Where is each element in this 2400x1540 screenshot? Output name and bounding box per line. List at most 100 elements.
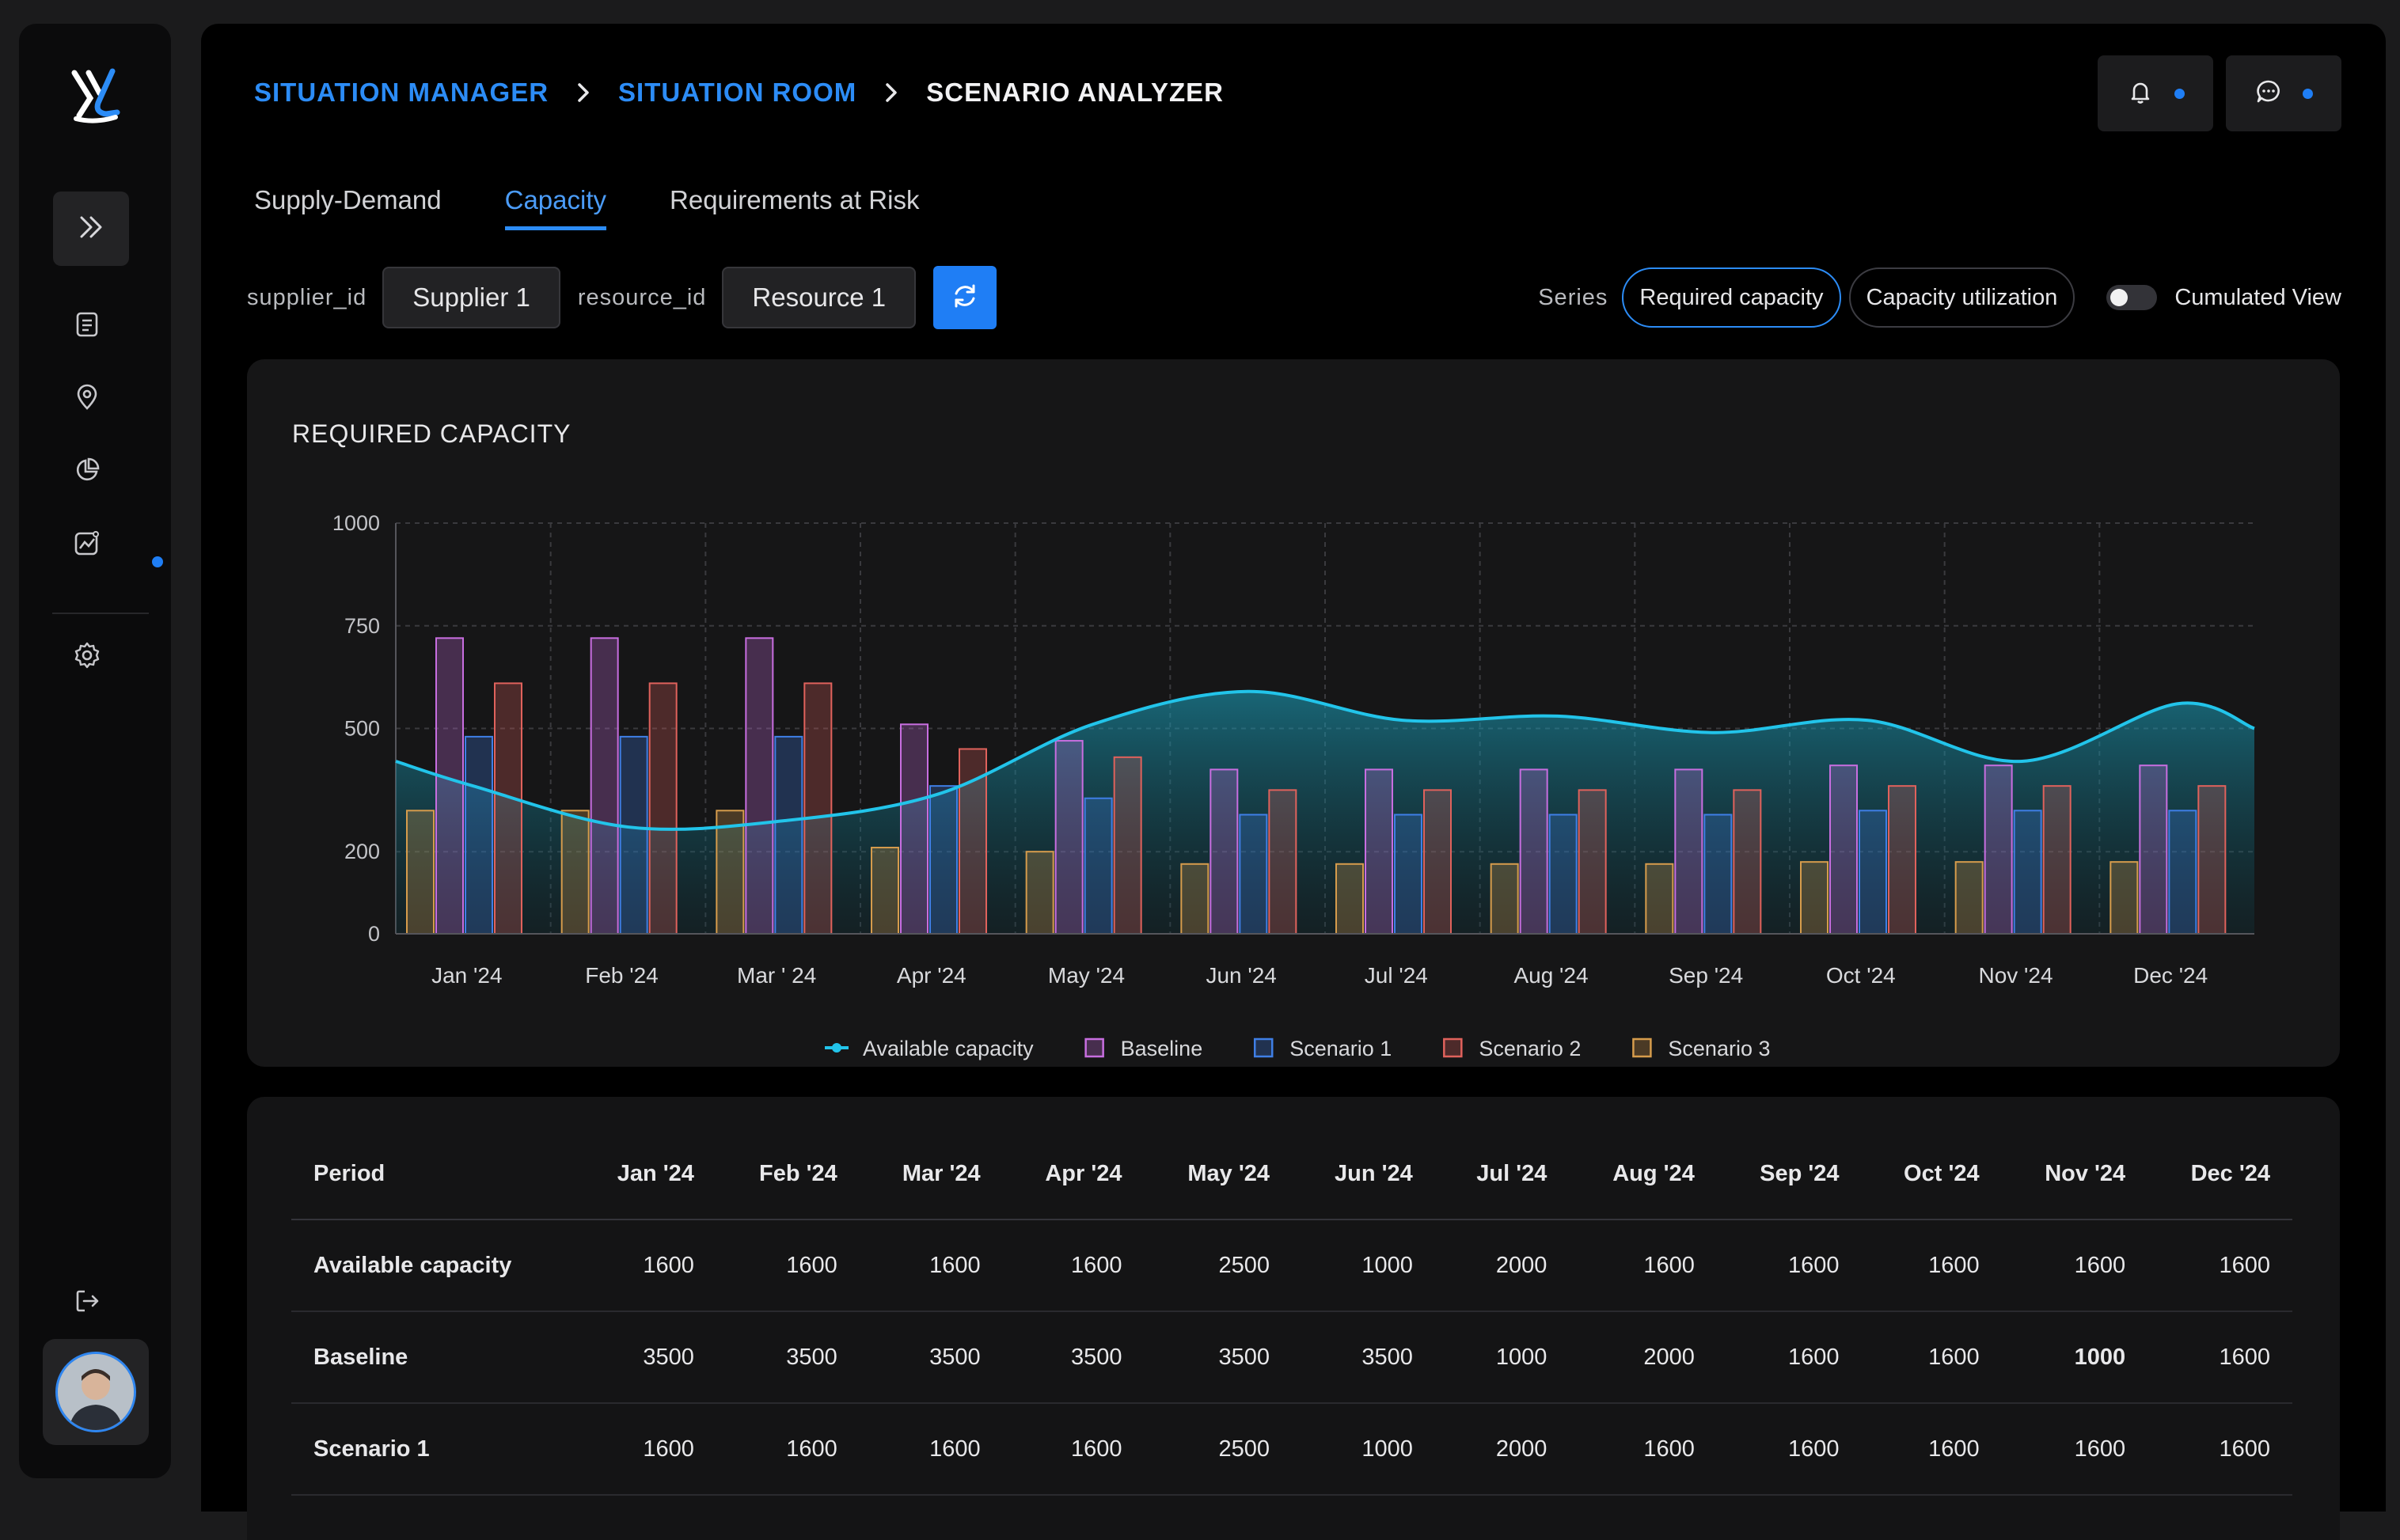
notification-dot bbox=[152, 556, 163, 567]
bar-scenario-2 bbox=[1733, 789, 1762, 935]
cumulated-view-toggle[interactable] bbox=[2106, 285, 2158, 310]
series-capacity-utilization-pill[interactable]: Capacity utilization bbox=[1848, 267, 2075, 328]
table-cell: 1600 bbox=[1643, 1252, 1695, 1278]
table-cell: 3500 bbox=[786, 1344, 837, 1370]
gear-icon bbox=[73, 641, 101, 673]
column-header: Jan '24 bbox=[617, 1160, 694, 1186]
table-cell: 1600 bbox=[1643, 1436, 1695, 1462]
nav-settings[interactable] bbox=[68, 638, 106, 676]
toggle-knob bbox=[2110, 289, 2128, 306]
x-tick-label: May '24 bbox=[1048, 963, 1125, 988]
table-cell: 3500 bbox=[929, 1344, 981, 1370]
nav-scenario-analyzer[interactable] bbox=[68, 525, 106, 563]
tab-capacity[interactable]: Capacity bbox=[504, 185, 607, 230]
bar-scenario-1 bbox=[1548, 814, 1578, 935]
supplier-select[interactable]: Supplier 1 bbox=[382, 267, 560, 328]
bar-baseline bbox=[900, 723, 928, 935]
notification-dot bbox=[2302, 88, 2313, 99]
required-capacity-chart: 0 200 500 750 1000 Jan '24 Feb '24 Mar ' 24 Apr … bbox=[332, 511, 2255, 1060]
table-cell: 2000 bbox=[1643, 1344, 1695, 1370]
table-cell: 3500 bbox=[1361, 1344, 1413, 1370]
main-panel: SITUATION MANAGER SITUATION ROOM SCENARI… bbox=[201, 24, 2386, 1540]
table-cell: 3500 bbox=[1071, 1344, 1122, 1370]
table-cell: 1600 bbox=[1928, 1436, 1980, 1462]
bar-scenario-2 bbox=[1113, 756, 1142, 935]
column-header: Mar '24 bbox=[902, 1160, 981, 1186]
bar-baseline bbox=[590, 637, 619, 935]
capacity-table-card: Period Jan '24 Feb '24 Mar '24 Apr '24 May '2… bbox=[247, 1097, 2340, 1540]
table-cell: 1000 bbox=[1361, 1436, 1413, 1462]
table-cell: 3500 bbox=[1218, 1344, 1270, 1370]
y-tick-label: 0 bbox=[368, 922, 380, 946]
logo-icon[interactable] bbox=[63, 65, 127, 128]
bar-scenario-1 bbox=[2013, 810, 2042, 935]
x-tick-label: Jul '24 bbox=[1365, 963, 1428, 988]
table-cell: 1600 bbox=[2074, 1436, 2126, 1462]
bar-baseline bbox=[1365, 768, 1393, 935]
legend-label: Scenario 1 bbox=[1289, 1037, 1392, 1060]
bar-scenario-3 bbox=[1490, 863, 1519, 935]
resource-label: resource_id bbox=[577, 284, 707, 310]
y-tick-label: 200 bbox=[344, 840, 380, 863]
chart-title: REQUIRED CAPACITY bbox=[292, 419, 572, 448]
breadcrumb-situation-manager[interactable]: SITUATION MANAGER bbox=[254, 78, 549, 107]
refresh-button[interactable] bbox=[933, 266, 997, 329]
bar-scenario-3 bbox=[406, 810, 435, 935]
legend-label: Scenario 2 bbox=[1479, 1037, 1581, 1060]
bar-scenario-3 bbox=[1180, 863, 1209, 935]
table-cell: 1000 bbox=[2074, 1344, 2126, 1370]
messages-button[interactable] bbox=[2226, 55, 2341, 131]
bar-scenario-1 bbox=[1084, 797, 1113, 935]
bar-baseline bbox=[745, 637, 774, 935]
table-cell: 1600 bbox=[2219, 1344, 2270, 1370]
bar-scenario-3 bbox=[716, 810, 745, 935]
bar-scenario-3 bbox=[2109, 861, 2139, 935]
nav-analytics[interactable] bbox=[68, 453, 106, 491]
logout-button[interactable] bbox=[68, 1284, 106, 1322]
bar-scenario-1 bbox=[1394, 814, 1422, 935]
location-pin-icon bbox=[74, 384, 101, 415]
legend-label: Available capacity bbox=[863, 1037, 1034, 1060]
bar-scenario-3 bbox=[1800, 861, 1828, 935]
nav-documents[interactable] bbox=[68, 307, 106, 345]
bar-scenario-3 bbox=[1645, 863, 1674, 935]
table-cell: 2000 bbox=[1495, 1436, 1547, 1462]
pie-chart-icon bbox=[74, 457, 101, 487]
resource-select[interactable]: Resource 1 bbox=[722, 267, 917, 328]
table-row: Scenario 1 1600 1600 1600 1600 2500 1000 2000 16… bbox=[291, 1403, 2292, 1495]
table-cell: 1600 bbox=[2219, 1252, 2270, 1278]
tab-supply-demand[interactable]: Supply-Demand bbox=[254, 185, 442, 214]
column-header: Jul '24 bbox=[1476, 1160, 1547, 1186]
bell-icon bbox=[2127, 78, 2154, 109]
x-tick-label: Jan '24 bbox=[431, 963, 502, 988]
notifications-button[interactable] bbox=[2098, 55, 2213, 131]
breadcrumb-scenario-analyzer: SCENARIO ANALYZER bbox=[926, 78, 1225, 107]
bar-baseline bbox=[2139, 764, 2168, 935]
legend-swatch bbox=[1253, 1037, 1274, 1058]
bar-scenario-3 bbox=[560, 810, 590, 935]
bar-scenario-1 bbox=[774, 735, 803, 935]
bar-scenario-2 bbox=[1423, 789, 1452, 935]
table-cell: 2000 bbox=[1495, 1252, 1547, 1278]
x-tick-label: Mar ' 24 bbox=[737, 963, 816, 988]
refresh-icon bbox=[949, 280, 981, 316]
legend-swatch bbox=[1632, 1037, 1652, 1058]
breadcrumb-situation-room[interactable]: SITUATION ROOM bbox=[618, 78, 857, 107]
bar-scenario-2 bbox=[2042, 785, 2072, 935]
column-header: May '24 bbox=[1187, 1160, 1270, 1186]
expand-sidebar-button[interactable] bbox=[53, 192, 129, 266]
bar-baseline bbox=[1674, 768, 1703, 935]
table-cell: 1600 bbox=[929, 1252, 981, 1278]
legend-swatch bbox=[1443, 1037, 1463, 1058]
bar-scenario-2 bbox=[1888, 785, 1916, 935]
tab-requirements-at-risk[interactable]: Requirements at Risk bbox=[670, 185, 920, 214]
user-avatar-button[interactable] bbox=[43, 1339, 149, 1445]
bar-scenario-1 bbox=[465, 735, 493, 935]
sidebar-divider bbox=[52, 613, 149, 614]
capacity-table: Period Jan '24 Feb '24 Mar '24 Apr '24 May '2… bbox=[291, 1128, 2292, 1496]
series-required-capacity-pill[interactable]: Required capacity bbox=[1622, 267, 1841, 328]
bar-scenario-3 bbox=[871, 847, 899, 935]
nav-locations[interactable] bbox=[68, 380, 106, 418]
legend-label: Baseline bbox=[1121, 1037, 1203, 1060]
table-cell: 1600 bbox=[786, 1252, 837, 1278]
